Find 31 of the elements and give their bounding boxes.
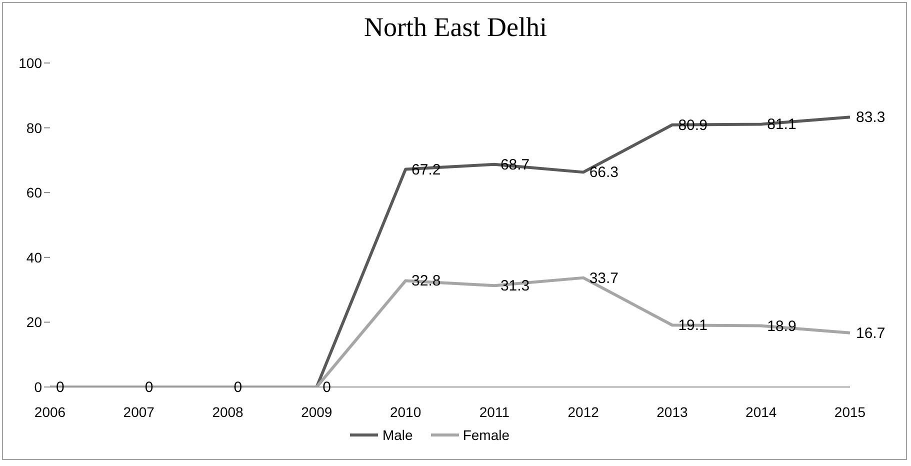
x-tick-label: 2014: [746, 404, 777, 420]
y-tick-label: 100: [18, 54, 42, 71]
data-label: 19.1: [678, 317, 708, 334]
data-label: 31.3: [500, 278, 530, 295]
data-label: 0: [234, 379, 242, 396]
data-label: 83.3: [856, 109, 886, 126]
data-label: 32.8: [412, 272, 441, 290]
legend-label: Female: [462, 427, 510, 443]
data-label: 0: [322, 379, 332, 396]
legend-label: Male: [382, 427, 413, 443]
data-label: 66.3: [589, 164, 619, 182]
x-tick-label: 2006: [34, 404, 66, 420]
x-tick-label: 2013: [656, 404, 688, 420]
x-tick-label: 2007: [123, 404, 155, 420]
x-tick-label: 2011: [479, 404, 510, 420]
y-tick-label: 0: [34, 378, 42, 395]
y-tick-label: 20: [26, 314, 42, 330]
chart-title: North East Delhi: [363, 12, 548, 43]
y-tick-label: 60: [26, 184, 42, 201]
data-label: 16.7: [856, 324, 886, 342]
data-label: 0: [56, 379, 64, 396]
x-tick-label: 2015: [834, 404, 866, 420]
x-tick-label: 2012: [568, 404, 600, 420]
y-tick-label: 40: [26, 249, 42, 266]
data-label: 33.7: [589, 270, 619, 287]
x-tick-label: 2010: [390, 404, 422, 420]
data-label: 0: [144, 379, 154, 396]
data-label: 18.9: [767, 318, 796, 335]
x-tick-label: 2008: [212, 404, 244, 420]
y-tick-label: 80: [26, 120, 42, 136]
x-tick-label: 2009: [301, 404, 332, 420]
